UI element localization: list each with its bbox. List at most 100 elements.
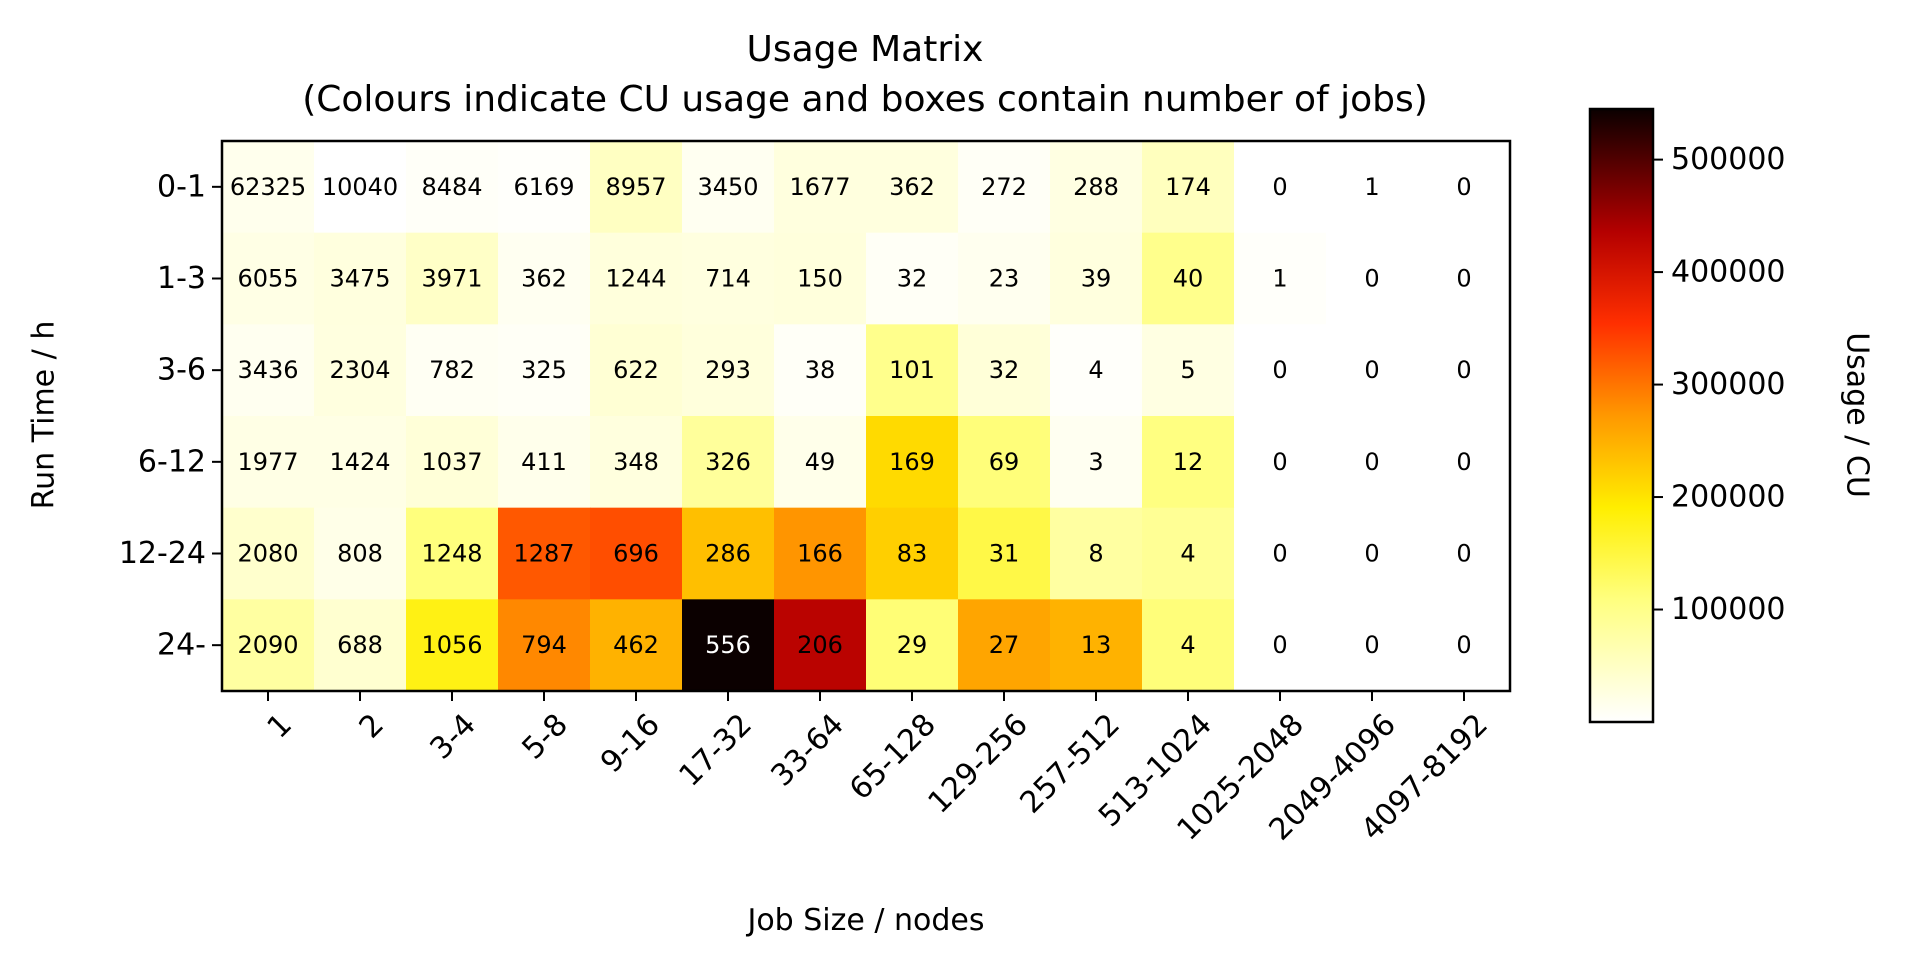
cell-job-count: 0 (1456, 265, 1471, 293)
cell-job-count: 166 (797, 540, 843, 568)
heatmap-cell-2-12 (1326, 324, 1419, 417)
heatmap-cell-3-13 (1418, 416, 1511, 509)
x-axis: 1 2 3-4 5-8 9-16 17-32 33-6465-128129-256257-5… (261, 691, 1495, 848)
heatmap-cell-0-7 (866, 141, 959, 234)
heatmap-cell-4-11 (1234, 507, 1327, 600)
cell-job-count: 622 (613, 356, 659, 384)
cell-job-count: 32 (897, 265, 928, 293)
heatmap-cell-2-11 (1234, 324, 1327, 417)
heatmap-cell-1-0 (222, 232, 315, 325)
cell-job-count: 62325 (230, 173, 306, 201)
colorbar-tick-label: 400000 (1671, 255, 1786, 290)
y-tick-label: 1-3 (157, 261, 206, 296)
heatmap-cell-4-0 (222, 507, 315, 600)
cell-job-count: 10040 (322, 173, 398, 201)
heatmap-cell-1-13 (1418, 232, 1511, 325)
cell-job-count: 83 (897, 540, 928, 568)
cell-job-count: 3475 (329, 265, 390, 293)
cell-job-count: 325 (521, 356, 567, 384)
cell-job-count: 38 (805, 356, 836, 384)
cell-job-count: 2080 (237, 540, 298, 568)
heatmap-cell-5-6 (774, 599, 867, 692)
cell-job-count: 27 (989, 631, 1020, 659)
heatmap-cells (222, 141, 1511, 692)
heatmap-cell-1-9 (1050, 232, 1143, 325)
cell-job-count: 40 (1173, 265, 1204, 293)
x-tick-label: 1 (261, 707, 299, 745)
heatmap-cell-0-0 (222, 141, 315, 234)
cell-job-count: 0 (1364, 540, 1379, 568)
heatmap-cell-2-9 (1050, 324, 1143, 417)
heatmap-cell-1-8 (958, 232, 1051, 325)
heatmap-cell-5-1 (314, 599, 407, 692)
cell-job-count: 4 (1088, 356, 1103, 384)
cell-job-count: 808 (337, 540, 383, 568)
heatmap-cell-4-10 (1142, 507, 1235, 600)
cell-job-count: 6055 (237, 265, 298, 293)
heatmap-cell-5-9 (1050, 599, 1143, 692)
cell-job-count: 696 (613, 540, 659, 568)
heatmap-cell-5-0 (222, 599, 315, 692)
heatmap-cell-3-2 (406, 416, 499, 509)
cell-job-count: 462 (613, 631, 659, 659)
cell-job-count: 101 (889, 356, 935, 384)
cell-job-count: 0 (1272, 448, 1287, 476)
cell-job-count: 1244 (605, 265, 666, 293)
colorbar (1590, 109, 1653, 722)
heatmap-cell-5-4 (590, 599, 683, 692)
heatmap-cell-5-10 (1142, 599, 1235, 692)
heatmap-cell-5-13 (1418, 599, 1511, 692)
cell-job-count: 0 (1456, 631, 1471, 659)
cell-job-count: 5 (1180, 356, 1195, 384)
cell-job-count: 272 (981, 173, 1027, 201)
heatmap-cell-4-6 (774, 507, 867, 600)
cell-job-count: 23 (989, 265, 1020, 293)
heatmap-cell-5-12 (1326, 599, 1419, 692)
cell-job-count: 206 (797, 631, 843, 659)
heatmap-cell-2-2 (406, 324, 499, 417)
cell-job-count: 3 (1088, 448, 1103, 476)
heatmap-cell-0-3 (498, 141, 591, 234)
heatmap-cell-0-11 (1234, 141, 1327, 234)
heatmap-cell-labels: 62325 10040 8484 6169 8957 3450 1677 362 272 288 1… (230, 173, 1472, 659)
x-tick-label: 33-64 (765, 707, 851, 793)
heatmap-cell-0-1 (314, 141, 407, 234)
heatmap-cell-1-1 (314, 232, 407, 325)
y-tick-label: 24- (157, 628, 206, 663)
heatmap-cell-3-1 (314, 416, 407, 509)
colorbar-tick-label: 500000 (1671, 142, 1786, 177)
heatmap-cell-4-12 (1326, 507, 1419, 600)
cell-job-count: 150 (797, 265, 843, 293)
heatmap-cell-4-7 (866, 507, 959, 600)
heatmap-cell-0-8 (958, 141, 1051, 234)
cell-job-count: 2090 (237, 631, 298, 659)
cell-job-count: 0 (1456, 173, 1471, 201)
heatmap-cell-0-9 (1050, 141, 1143, 234)
cell-job-count: 69 (989, 448, 1020, 476)
heatmap-cell-2-13 (1418, 324, 1511, 417)
cell-job-count: 13 (1081, 631, 1112, 659)
heatmap-cell-1-2 (406, 232, 499, 325)
heatmap-cell-1-6 (774, 232, 867, 325)
heatmap-cell-5-3 (498, 599, 591, 692)
cell-job-count: 12 (1173, 448, 1204, 476)
x-tick-label: 129-256 (922, 707, 1035, 820)
cell-job-count: 0 (1456, 448, 1471, 476)
heatmap-cell-3-6 (774, 416, 867, 509)
cell-job-count: 362 (521, 265, 567, 293)
cell-job-count: 794 (521, 631, 567, 659)
heatmap-cell-3-8 (958, 416, 1051, 509)
cell-job-count: 0 (1456, 356, 1471, 384)
heatmap-cell-0-2 (406, 141, 499, 234)
cell-job-count: 556 (705, 631, 751, 659)
heatmap-cell-5-5 (682, 599, 775, 692)
heatmap-cell-1-3 (498, 232, 591, 325)
colorbar-tick-label: 300000 (1671, 367, 1786, 402)
cell-job-count: 688 (337, 631, 383, 659)
y-tick-label: 12-24 (119, 536, 206, 571)
heatmap-cell-4-5 (682, 507, 775, 600)
heatmap-cell-2-3 (498, 324, 591, 417)
chart-title: Usage Matrix (746, 29, 984, 70)
heatmap-cell-2-1 (314, 324, 407, 417)
